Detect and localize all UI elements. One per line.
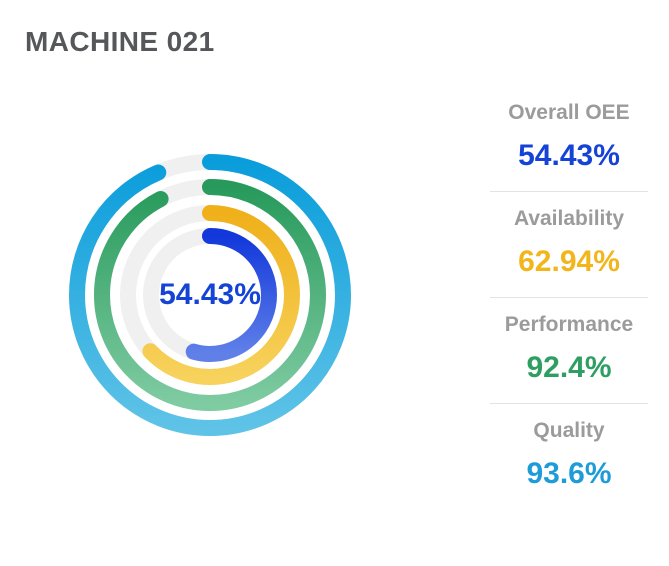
stat-group-performance: Performance 92.4% — [490, 298, 648, 404]
stat-group-quality: Quality 93.6% — [490, 404, 648, 496]
rings-svg — [69, 154, 351, 436]
stat-value: 54.43% — [518, 139, 620, 172]
stat-value: 62.94% — [518, 245, 620, 278]
ring-arc-performance — [94, 179, 326, 411]
stat-value: 92.4% — [526, 351, 612, 384]
ring-arc-availability — [120, 205, 300, 385]
stat-label: Performance — [504, 313, 634, 336]
divider — [490, 297, 648, 298]
oee-rings-chart: 54.43% — [62, 147, 358, 443]
divider — [490, 403, 648, 404]
divider — [490, 191, 648, 192]
ring-arc-overall-oee — [143, 228, 277, 362]
stats-panel: Overall OEE 54.43% Availability 62.94% P… — [490, 86, 648, 496]
stat-group-overall-oee: Overall OEE 54.43% — [490, 86, 648, 192]
page-title: MACHINE 021 — [25, 26, 215, 57]
ring-arc-quality — [69, 154, 351, 436]
stat-label: Quality — [533, 419, 605, 442]
stat-group-availability: Availability 62.94% — [490, 192, 648, 298]
stat-label: Availability — [513, 207, 625, 230]
stat-value: 93.6% — [526, 457, 612, 490]
stat-label: Overall OEE — [508, 101, 630, 124]
